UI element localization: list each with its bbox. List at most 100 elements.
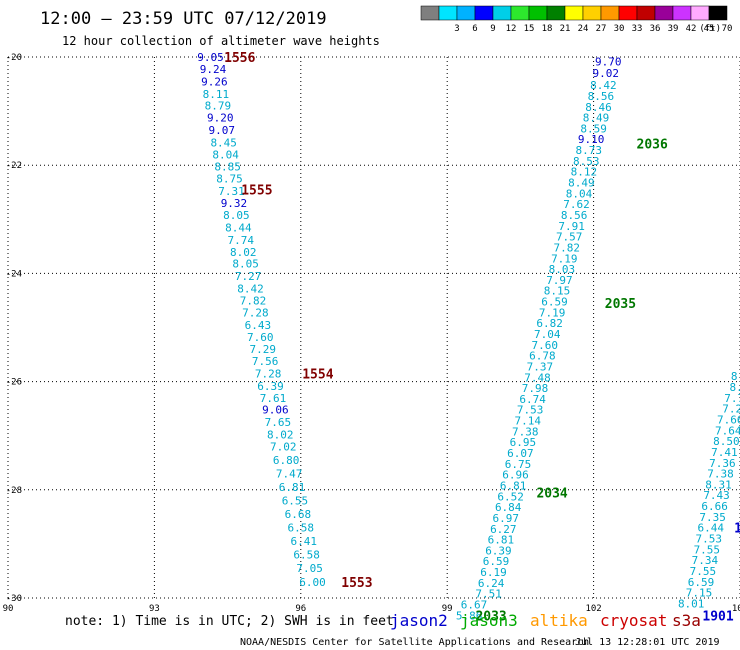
satellite-jason2: jason2 xyxy=(390,611,448,630)
plot-area: 90 93 96 99 102 105 -20 -22 -24 -26 -28 -30 9.059.24… xyxy=(3,51,740,624)
wave-height-value: 7.91 xyxy=(558,220,585,233)
wave-height-value: 8.12 xyxy=(571,166,598,179)
wave-height-value: 7.97 xyxy=(546,274,573,287)
wave-height-value: 6.75 xyxy=(505,458,532,471)
wave-height-value: 6.58 xyxy=(293,549,320,562)
wave-height-value: 7.41 xyxy=(711,446,738,459)
x-tick-label: 90 xyxy=(3,604,14,614)
wave-height-value: 8.04 xyxy=(212,148,239,161)
satellite-legend: jason2 jason3 altika cryosat s3a xyxy=(390,611,701,630)
legend-swatch xyxy=(600,5,620,21)
wave-height-value: 6.24 xyxy=(478,577,505,590)
wave-height-value: 7.53 xyxy=(517,404,544,417)
legend-swatch xyxy=(654,5,674,21)
wave-height-value: 9.20 xyxy=(207,112,234,125)
legend-label: 6 xyxy=(472,24,477,34)
chart-subtitle: 12 hour collection of altimeter wave hei… xyxy=(62,34,380,48)
series-pass-west: 9.059.249.268.118.799.209.078.458.048.85… xyxy=(197,51,325,589)
wave-height-value: 6.82 xyxy=(536,317,563,330)
orbit-rev-label: 2033 xyxy=(475,609,506,624)
wave-height-value: 8.11 xyxy=(203,88,230,101)
wave-height-value: 8.53 xyxy=(573,155,600,168)
wave-height-value: 6.58 xyxy=(288,522,315,535)
wave-height-value: 8. xyxy=(729,381,740,394)
wave-height-value: 7.14 xyxy=(514,415,541,428)
wave-height-value: 6.97 xyxy=(493,512,520,525)
wave-height-value: 6.81 xyxy=(279,481,306,494)
wave-height-value: 5.86 xyxy=(456,609,483,622)
wave-height-value: 8.49 xyxy=(568,177,595,190)
wave-height-value: 7.61 xyxy=(260,392,287,405)
footer-credit: NOAA/NESDIS Center for Satellite Applica… xyxy=(240,637,589,648)
wave-height-value: 6.43 xyxy=(245,319,272,332)
satellite-cryosat: cryosat xyxy=(600,611,667,630)
wave-height-value: 6.39 xyxy=(257,380,284,393)
wave-height-value: 6.39 xyxy=(485,544,512,557)
wave-height-value: 6.52 xyxy=(497,490,524,503)
wave-height-value: 9.06 xyxy=(262,404,289,417)
legend-swatch xyxy=(456,5,476,21)
legend-swatch xyxy=(492,5,512,21)
legend-swatch xyxy=(618,5,638,21)
wave-height-value: 7.48 xyxy=(524,371,551,384)
legend-label: 12 xyxy=(506,24,517,34)
wave-height-value: 7.29 xyxy=(249,343,276,356)
wave-height-value: 8.05 xyxy=(223,209,250,222)
legend-swatch xyxy=(510,5,530,21)
wave-height-value: 6.44 xyxy=(697,522,724,535)
wave-height-value: 8.49 xyxy=(583,112,610,125)
footer-timestamp: Jul 13 12:28:01 UTC 2019 xyxy=(575,637,720,648)
legend-swatch xyxy=(474,5,494,21)
y-tick-label: -30 xyxy=(6,594,22,604)
wave-height-value: 9.26 xyxy=(201,75,228,88)
wave-height-value: 9.02 xyxy=(593,67,620,80)
wave-height-value: 7.27 xyxy=(235,270,262,283)
wave-height-value: 7.65 xyxy=(265,416,292,429)
wave-height-value: 7.98 xyxy=(522,382,549,395)
wave-height-value: 6.59 xyxy=(483,555,510,568)
wave-height-value: 8.44 xyxy=(225,221,252,234)
wave-height-value: 8.45 xyxy=(210,136,237,149)
wave-height-value: 6.95 xyxy=(510,436,537,449)
legend-label: 36 xyxy=(650,24,661,34)
legend-swatch xyxy=(690,5,710,21)
y-tick-label: -20 xyxy=(6,53,22,63)
legend-swatch xyxy=(636,5,656,21)
satellite-s3a: s3a xyxy=(672,611,701,630)
legend-label: 27 xyxy=(596,24,607,34)
legend-swatch xyxy=(582,5,602,21)
orbit-rev-label: 2034 xyxy=(536,487,567,502)
legend-label: 3 xyxy=(454,24,459,34)
legend-swatch xyxy=(420,5,440,21)
legend-swatch xyxy=(708,5,728,21)
legend-label: 70 xyxy=(722,24,733,34)
y-tick-label: -24 xyxy=(6,269,22,279)
legend-label: 33 xyxy=(632,24,643,34)
note-text: note: 1) Time is in UTC; 2) SWH is in fe… xyxy=(65,614,394,629)
orbit-rev-label: 2036 xyxy=(637,138,668,153)
wave-height-value: 7.62 xyxy=(563,198,590,211)
wave-height-value: 8.73 xyxy=(575,144,602,157)
legend-label: 39 xyxy=(668,24,679,34)
wave-height-value: 9.32 xyxy=(221,197,248,210)
wave-height-value: 8.75 xyxy=(216,173,243,186)
legend-label: 45 xyxy=(704,24,715,34)
wave-height-value: 6.07 xyxy=(507,447,534,460)
wave-height-value: 6.81 xyxy=(500,479,527,492)
legend-label: 15 xyxy=(524,24,535,34)
wave-height-value: 8.05 xyxy=(232,258,259,271)
wave-height-value: 6.68 xyxy=(285,508,312,521)
legend-label: 18 xyxy=(542,24,553,34)
legend-label: 24 xyxy=(578,24,589,34)
wave-height-value: 7.47 xyxy=(276,468,303,481)
y-tick-label: -26 xyxy=(6,378,22,388)
wave-height-value: 6.67 xyxy=(461,598,488,611)
legend-unit: (ft) xyxy=(699,24,721,34)
wave-height-value: 7.34 xyxy=(692,554,719,567)
wave-height-value: 7.56 xyxy=(252,355,279,368)
wave-height-value: 8.46 xyxy=(585,101,612,114)
wave-height-value: 6.66 xyxy=(701,500,728,513)
wave-height-value: 8.03 xyxy=(549,263,576,276)
legend-swatch xyxy=(438,5,458,21)
